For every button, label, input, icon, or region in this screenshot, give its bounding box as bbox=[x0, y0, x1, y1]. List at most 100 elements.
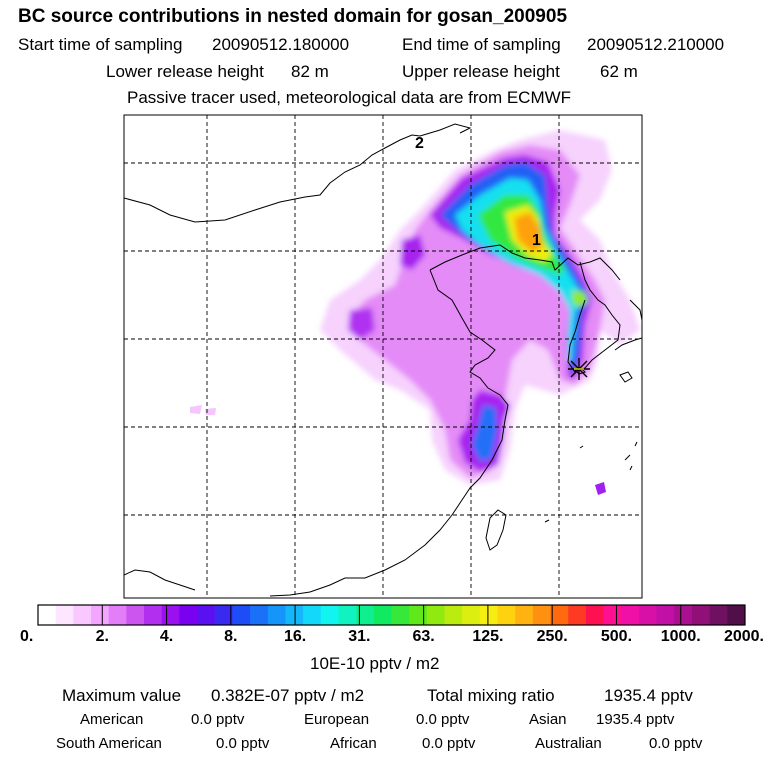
lower-release-label: Lower release height bbox=[106, 62, 264, 81]
colorbar-segment bbox=[303, 605, 322, 625]
colorbar-segment bbox=[197, 605, 216, 625]
colorbar-segment bbox=[55, 605, 74, 625]
lower-release-value: 82 m bbox=[291, 62, 329, 81]
colorbar-tick-label: 31. bbox=[348, 628, 371, 645]
colorbar-segment bbox=[727, 605, 746, 625]
region-european-value: 0.0 pptv bbox=[416, 711, 470, 728]
colorbar-segment bbox=[515, 605, 534, 625]
colorbar-tick-label: 4. bbox=[159, 628, 174, 645]
colorbar-segment bbox=[638, 605, 658, 625]
colorbar-segment bbox=[409, 605, 428, 625]
coast-south-china bbox=[124, 569, 196, 591]
colorbar-segment bbox=[356, 605, 375, 625]
colorbar bbox=[37, 604, 746, 626]
chart-title: BC source contributions in nested domain… bbox=[18, 6, 568, 27]
total-mixing-ratio-label: Total mixing ratio bbox=[427, 686, 555, 705]
region-asian-value: 1935.4 pptv bbox=[596, 711, 675, 728]
island-chain bbox=[544, 441, 638, 523]
colorbar-segment bbox=[444, 605, 463, 625]
colorbar-segment bbox=[391, 605, 410, 625]
start-time-label: Start time of sampling bbox=[18, 35, 183, 54]
colorbar-tick-label: 8. bbox=[224, 628, 238, 645]
island-taiwan bbox=[485, 509, 507, 551]
island-small bbox=[579, 445, 584, 449]
colorbar-segment bbox=[532, 605, 552, 625]
colorbar-segment bbox=[250, 605, 269, 625]
colorbar-tick-label: 500. bbox=[600, 628, 633, 645]
colorbar-segment bbox=[126, 605, 145, 625]
colorbar-segment bbox=[497, 605, 516, 625]
region-african-value: 0.0 pptv bbox=[422, 735, 476, 752]
colorbar-segment bbox=[691, 605, 711, 625]
coast-shandong bbox=[429, 269, 496, 389]
colorbar-segment bbox=[603, 605, 622, 625]
colorbar-segment bbox=[91, 605, 110, 625]
tracer-note: Passive tracer used, meteorological data… bbox=[127, 88, 572, 107]
source-marker-1: 1 bbox=[532, 232, 541, 249]
colorbar-segment bbox=[479, 605, 499, 625]
colorbar-segment bbox=[709, 605, 728, 625]
colorbar-segment bbox=[373, 605, 392, 625]
plume-level-orange bbox=[514, 212, 542, 252]
plume-isolated-speck bbox=[205, 408, 216, 415]
colorbar-tick-label: 0. bbox=[20, 628, 34, 645]
upper-release-value: 62 m bbox=[600, 62, 638, 81]
colorbar-tick-label: 63. bbox=[412, 628, 435, 645]
colorbar-segment bbox=[568, 605, 587, 625]
colorbar-segment bbox=[656, 605, 675, 625]
region-african-label: African bbox=[330, 735, 377, 752]
grid-lines bbox=[124, 115, 642, 598]
region-european-label: European bbox=[304, 711, 370, 728]
colorbar-segment bbox=[73, 605, 92, 625]
colorbar-tick-label: 125. bbox=[472, 628, 504, 645]
colorbar-segment bbox=[161, 605, 180, 625]
end-time-value: 20090512.210000 bbox=[587, 35, 725, 54]
colorbar-segment bbox=[108, 605, 127, 625]
colorbar-tick-label: 1000. bbox=[660, 628, 701, 645]
colorbar-tick-label: 16. bbox=[283, 628, 307, 645]
colorbar-segment bbox=[320, 605, 339, 625]
plume-isolated-speck bbox=[190, 405, 202, 414]
colorbar-segment bbox=[621, 605, 640, 625]
plume-field bbox=[190, 130, 640, 495]
island-kyushu bbox=[619, 371, 633, 383]
colorbar-segment bbox=[214, 605, 233, 625]
region-south-american-label: South American bbox=[56, 735, 162, 752]
end-time-label: End time of sampling bbox=[402, 35, 561, 54]
source-marker-2: 2 bbox=[415, 135, 424, 152]
colorbar-segment bbox=[426, 605, 446, 625]
region-australian-label: Australian bbox=[535, 735, 602, 752]
colorbar-segment bbox=[550, 605, 569, 625]
colorbar-tick-label: 2. bbox=[95, 628, 109, 645]
asterisk-receptor-icon bbox=[568, 358, 590, 380]
island-okinawa bbox=[624, 454, 631, 461]
colorbar-segment bbox=[585, 605, 605, 625]
coast-japan bbox=[629, 299, 642, 321]
colorbar-tick-label: 2000. bbox=[723, 628, 764, 645]
colorbar-outline bbox=[37, 604, 746, 626]
region-asian-label: Asian bbox=[529, 711, 567, 728]
plume-southern-blue bbox=[472, 405, 497, 462]
region-american-value: 0.0 pptv bbox=[191, 711, 245, 728]
colorbar-tick-label: 250. bbox=[536, 628, 568, 645]
colorbar-segment bbox=[179, 605, 198, 625]
colorbar-segment bbox=[38, 605, 57, 625]
colorbar-segment bbox=[338, 605, 357, 625]
colorbar-segment bbox=[674, 605, 693, 625]
coast-japan-south bbox=[614, 337, 642, 351]
colorbar-units: 10E-10 pptv / m2 bbox=[310, 654, 440, 673]
plume-speck-east bbox=[595, 482, 606, 495]
region-american-label: American bbox=[80, 711, 144, 728]
border-northeast bbox=[419, 123, 472, 137]
plume-west2-purple bbox=[348, 308, 375, 340]
maximum-value-label: Maximum value bbox=[62, 686, 182, 705]
upper-release-label: Upper release height bbox=[402, 62, 560, 81]
colorbar-segment bbox=[144, 605, 163, 625]
colorbar-segment bbox=[232, 605, 251, 625]
maximum-value: 0.382E-07 pptv / m2 bbox=[211, 686, 365, 705]
plume-west-purple bbox=[400, 235, 425, 270]
start-time-value: 20090512.180000 bbox=[212, 35, 350, 54]
colorbar-segment bbox=[462, 605, 481, 625]
colorbar-segment bbox=[285, 605, 304, 625]
